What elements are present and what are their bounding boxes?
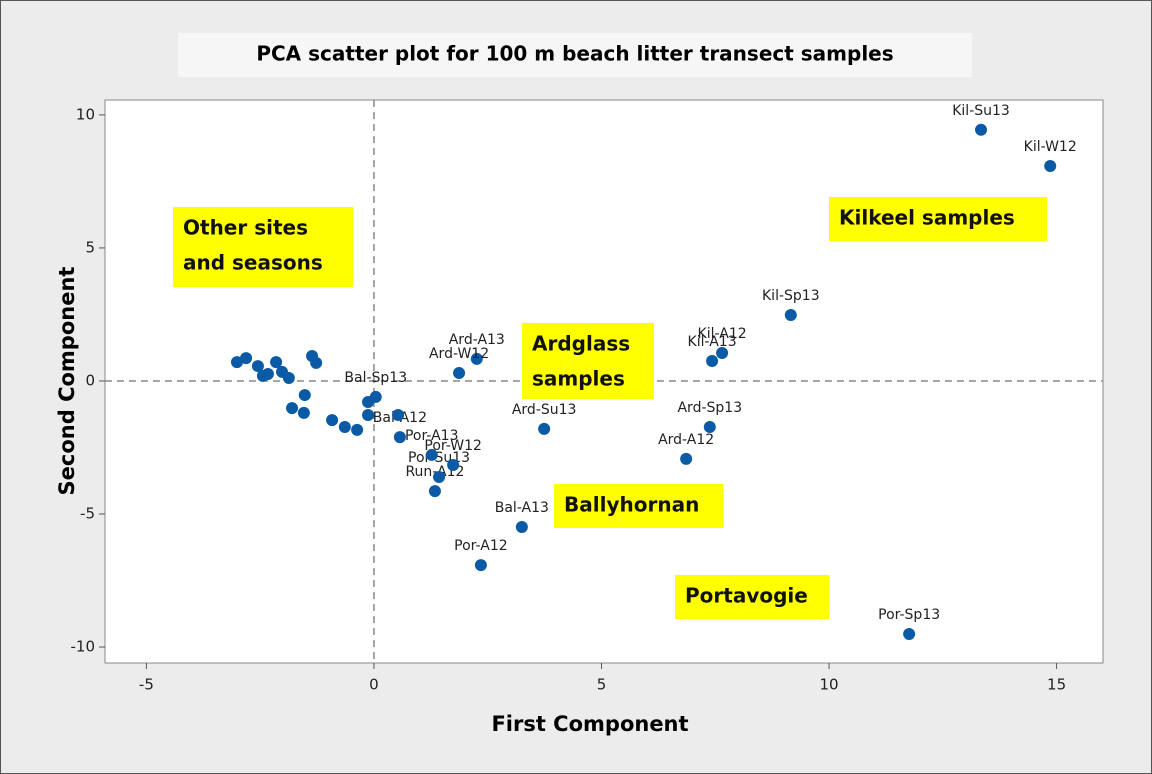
point-label: Ard-A13 [449,332,505,348]
point-label: Por-A12 [454,538,508,554]
point-label: Ard-Su13 [512,402,577,418]
point [474,559,487,572]
x-tick-label: 0 [369,676,379,694]
point [470,352,483,365]
annotation-text: and seasons [183,251,323,275]
point-label: Bal-A13 [495,500,549,516]
point-label: Ard-Sp13 [677,400,742,416]
y-axis-label: Second Component [55,267,79,496]
x-tick-label: -5 [139,676,154,694]
point-label: Kil-Sp13 [762,288,820,304]
point [680,452,693,465]
annotation-box [522,323,654,399]
point-label: Kil-A13 [688,334,737,350]
point [453,366,466,379]
point [270,356,283,369]
point [784,308,797,321]
point [240,352,253,365]
point [351,423,364,436]
point [310,356,323,369]
point [251,360,264,373]
point [362,409,375,422]
point [706,355,719,368]
point [425,448,438,461]
point-label: Ard-A12 [658,432,714,448]
annotation-text: Portavogie [685,584,808,608]
point [261,368,274,381]
point [703,420,716,433]
point [297,406,310,419]
annotation-text: Ballyhornan [564,493,699,517]
point [298,389,311,402]
y-tick-label: 0 [85,371,95,389]
annotation-box [675,575,829,619]
x-tick-label: 5 [597,676,607,694]
point [903,627,916,640]
point [286,402,299,415]
y-tick-label: -10 [71,638,96,656]
point [1044,159,1057,172]
annotation-box [554,484,723,528]
point [326,414,339,427]
x-tick-label: 15 [1047,676,1066,694]
point-label: Por-A13 [405,428,459,444]
point [447,459,460,472]
chart-title: PCA scatter plot for 100 m beach litter … [256,42,893,66]
point-label: Kil-W12 [1024,139,1077,155]
y-tick-label: -5 [80,505,95,523]
x-tick-label: 10 [819,676,838,694]
point-label: Kil-Su13 [952,103,1010,119]
annotation-text: Kilkeel samples [839,206,1015,230]
point [392,409,405,422]
annotation-box [173,207,353,287]
point [393,431,406,444]
point [716,347,729,360]
point-label: Kil-A12 [698,326,747,342]
point [428,485,441,498]
annotation-text: samples [532,367,625,391]
point [282,372,295,385]
point [433,471,446,484]
annotation-box [829,197,1047,241]
annotation-text: Other sites [183,216,308,240]
y-tick-label: 10 [76,105,95,123]
point-label: Por-Sp13 [878,607,940,623]
point [230,356,243,369]
point-label: Bal-Sp13 [344,370,407,386]
title-box [178,33,972,77]
point [338,420,351,433]
y-tick-label: 5 [85,238,95,256]
point [538,422,551,435]
point [515,521,528,534]
point-label: Ard-W12 [429,346,489,362]
point [362,395,375,408]
x-axis-label: First Component [491,712,688,736]
point-label: Por-W12 [424,438,482,454]
point [975,123,988,136]
annotation-text: Ardglass [532,332,630,356]
